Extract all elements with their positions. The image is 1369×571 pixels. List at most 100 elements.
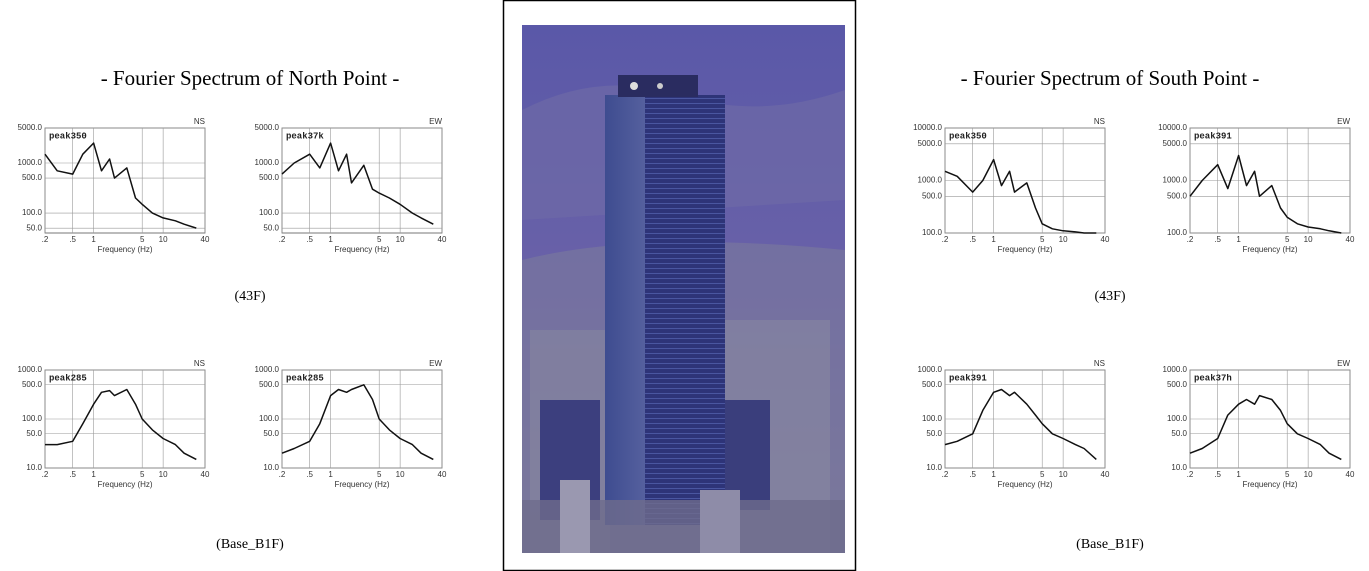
caption: (43F) — [234, 289, 265, 304]
x-tick-label: 10 — [1304, 235, 1313, 244]
x-tick-label: .2 — [279, 470, 286, 479]
x-tick-label: 5 — [1285, 470, 1290, 479]
x-tick-label: .5 — [969, 470, 976, 479]
peak-label: peak391 — [1194, 131, 1232, 141]
x-tick-label: 1 — [91, 470, 96, 479]
component-label: EW — [429, 359, 442, 368]
peak-label: peak285 — [49, 373, 87, 383]
x-tick-label: 10 — [159, 235, 168, 244]
plot-area — [281, 127, 443, 234]
peak-label: peak391 — [949, 373, 987, 383]
x-axis-label: Frequency (Hz) — [1242, 245, 1297, 254]
x-tick-label: 10 — [159, 470, 168, 479]
spectrum-plot: 1000.0 500.0 100.0 50.0 10.0.2 .5 1 5 10 40 Freque… — [18, 359, 210, 489]
x-tick-label: .5 — [306, 235, 313, 244]
y-tick-label: 5000.0 — [18, 123, 43, 132]
y-tick-label: 1000.0 — [918, 365, 943, 374]
y-tick-label: 5000.0 — [255, 123, 280, 132]
y-tick-label: 10.0 — [1171, 463, 1187, 472]
x-tick-label: .2 — [942, 235, 949, 244]
x-tick-label: 1 — [1236, 470, 1241, 479]
spectrum-plot: 5000.0 1000.0 500.0 100.0 50.0.2 .5 1 5 10 40 Freq… — [255, 117, 447, 254]
y-tick-label: 500.0 — [259, 173, 280, 182]
x-tick-label: 10 — [396, 235, 405, 244]
x-tick-label: .5 — [1214, 235, 1221, 244]
spectrum-line — [44, 142, 197, 229]
x-tick-label: .5 — [69, 470, 76, 479]
spectrum-plot: 5000.0 1000.0 500.0 100.0 50.0.2 .5 1 5 10 40 Freq… — [18, 117, 210, 254]
y-tick-label: 100.0 — [22, 208, 43, 217]
x-tick-label: .5 — [69, 235, 76, 244]
x-tick-label: 5 — [1040, 470, 1045, 479]
spectrum-line — [45, 388, 197, 461]
panel-title: - Fourier Spectrum of North Point - — [101, 66, 400, 90]
x-tick-label: .5 — [1214, 470, 1221, 479]
x-tick-label: 40 — [201, 470, 210, 479]
y-tick-label: 10.0 — [263, 463, 279, 472]
peak-label: peak37k — [286, 131, 324, 141]
y-tick-label: 100.0 — [922, 414, 943, 423]
y-tick-label: 50.0 — [263, 429, 279, 438]
y-tick-label: 500.0 — [1167, 380, 1188, 389]
y-tick-label: 1000.0 — [1163, 365, 1188, 374]
y-tick-label: 500.0 — [1167, 191, 1188, 200]
x-axis-label: Frequency (Hz) — [97, 245, 152, 254]
x-tick-label: .5 — [969, 235, 976, 244]
x-axis-label: Frequency (Hz) — [334, 245, 389, 254]
spectrum-line — [281, 384, 434, 461]
x-tick-label: 5 — [377, 470, 382, 479]
caption: (43F) — [1094, 289, 1125, 304]
spectrum-plot: 10000.0 5000.0 1000.0 500.0 100.0.2 .5 1 5 10 40 F… — [1158, 117, 1355, 254]
component-label: EW — [429, 117, 442, 126]
y-tick-label: 100.0 — [1167, 228, 1188, 237]
x-tick-label: 1 — [1236, 235, 1241, 244]
x-tick-label: 10 — [1059, 235, 1068, 244]
x-tick-label: 40 — [1101, 235, 1110, 244]
x-tick-label: 40 — [1101, 470, 1110, 479]
x-axis-label: Frequency (Hz) — [1242, 480, 1297, 489]
spectrum-plot: 1000.0 500.0 100.0 50.0 10.0.2 .5 1 5 10 40 Freque… — [1163, 359, 1355, 489]
component-label: NS — [194, 117, 205, 126]
y-tick-label: 50.0 — [26, 429, 42, 438]
spectrum-plot: 1000.0 500.0 100.0 50.0 10.0.2 .5 1 5 10 40 Freque… — [255, 359, 447, 489]
y-tick-label: 50.0 — [263, 223, 279, 232]
x-tick-label: .2 — [42, 470, 49, 479]
component-label: NS — [194, 359, 205, 368]
peak-label: peak350 — [949, 131, 987, 141]
x-tick-label: 1 — [328, 235, 333, 244]
x-axis-label: Frequency (Hz) — [97, 480, 152, 489]
y-tick-label: 50.0 — [926, 429, 942, 438]
y-tick-label: 100.0 — [259, 414, 280, 423]
x-tick-label: 5 — [140, 470, 145, 479]
y-tick-label: 500.0 — [259, 380, 280, 389]
y-tick-label: 100.0 — [922, 228, 943, 237]
peak-label: peak350 — [49, 131, 87, 141]
spectrum-line — [944, 388, 1097, 460]
x-tick-label: 10 — [1059, 470, 1068, 479]
x-tick-label: 10 — [1304, 470, 1313, 479]
x-tick-label: 5 — [377, 235, 382, 244]
spectrum-line — [944, 158, 1097, 234]
y-tick-label: 1000.0 — [18, 365, 43, 374]
component-label: EW — [1337, 359, 1350, 368]
y-tick-label: 10.0 — [926, 463, 942, 472]
y-tick-label: 5000.0 — [1163, 139, 1188, 148]
peak-label: peak37h — [1194, 373, 1232, 383]
y-tick-label: 10000.0 — [913, 123, 942, 132]
x-tick-label: .2 — [1187, 470, 1194, 479]
y-tick-label: 500.0 — [922, 380, 943, 389]
y-tick-label: 50.0 — [1171, 429, 1187, 438]
y-tick-label: 10000.0 — [1158, 123, 1187, 132]
spectrum-line — [1189, 394, 1342, 461]
x-tick-label: 5 — [1285, 235, 1290, 244]
spectrum-plot: 1000.0 500.0 100.0 50.0 10.0.2 .5 1 5 10 40 Freque… — [918, 359, 1110, 489]
x-tick-label: .2 — [279, 235, 286, 244]
x-tick-label: .2 — [942, 470, 949, 479]
x-tick-label: 40 — [438, 470, 447, 479]
y-tick-label: 5000.0 — [918, 139, 943, 148]
spectrum-line — [281, 142, 434, 225]
x-axis-label: Frequency (Hz) — [997, 245, 1052, 254]
x-tick-label: 40 — [438, 235, 447, 244]
y-tick-label: 1000.0 — [255, 365, 280, 374]
